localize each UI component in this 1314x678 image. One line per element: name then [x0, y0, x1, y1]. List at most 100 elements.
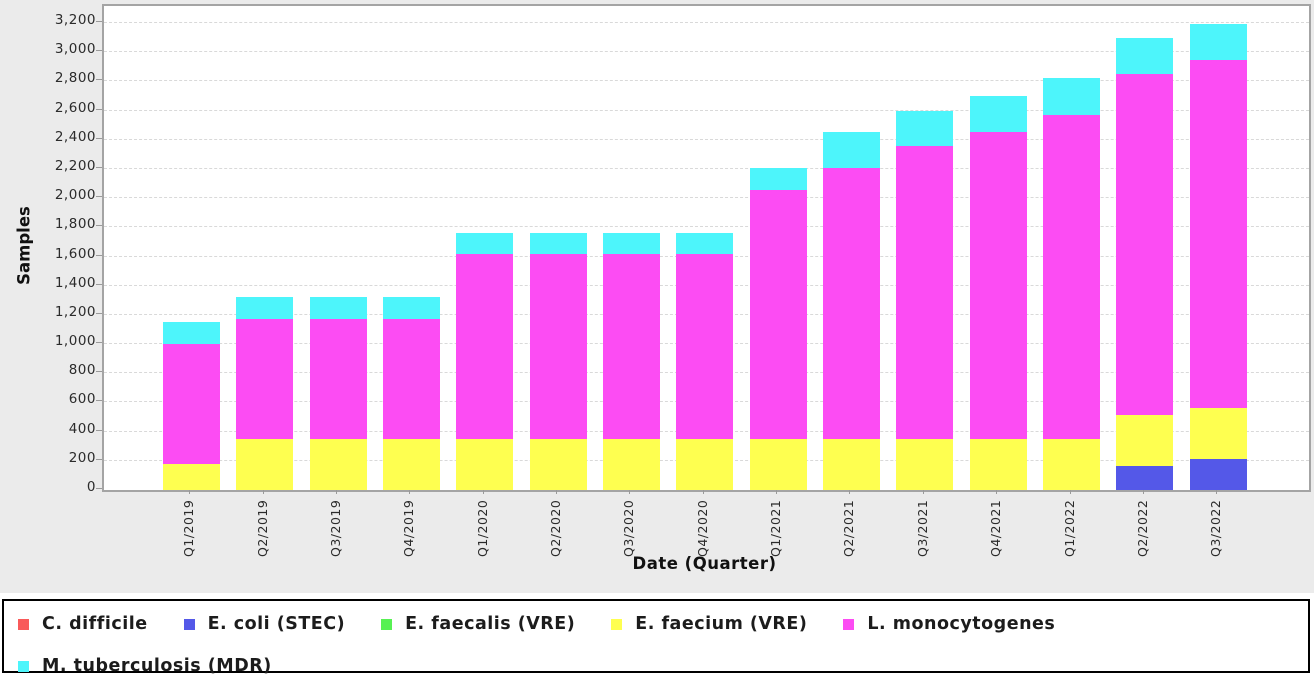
bar-segment[interactable] [1116, 414, 1174, 466]
x-tick-mark [1142, 490, 1144, 494]
bar-segment[interactable] [1043, 438, 1100, 490]
gridline [104, 138, 1309, 140]
y-tick-label: 1,200 [54, 303, 96, 320]
bar-segment[interactable] [309, 297, 367, 319]
x-tick-label: Q3/2022 [1208, 499, 1224, 557]
bar-segment[interactable] [236, 438, 294, 490]
x-tick-label: Q4/2021 [988, 499, 1004, 557]
x-tick-mark [629, 490, 631, 494]
legend-item[interactable]: L. monocytogenes [843, 612, 1055, 636]
x-tick-mark [336, 490, 337, 494]
bar-segment[interactable] [749, 438, 807, 490]
bar-segment[interactable] [529, 254, 587, 439]
bar-segment[interactable] [529, 438, 587, 490]
gridline [104, 109, 1309, 111]
x-tick-label: Q1/2020 [474, 499, 490, 557]
x-tick-mark [189, 490, 191, 494]
x-tick-label: Q1/2019 [181, 499, 197, 557]
bar-segment[interactable] [382, 297, 440, 319]
bar-segment[interactable] [309, 438, 367, 490]
bar-segment[interactable] [529, 233, 587, 255]
bar-segment[interactable] [676, 438, 734, 490]
bar-segment[interactable] [1043, 114, 1100, 439]
legend-swatch-icon [183, 618, 195, 630]
bar-segment[interactable] [969, 95, 1027, 132]
bar-segment[interactable] [822, 132, 880, 169]
bar-segment[interactable] [382, 438, 440, 490]
y-tick-label: 1,800 [54, 216, 96, 233]
bar-segment[interactable] [1043, 78, 1100, 115]
x-tick-mark [849, 490, 851, 494]
y-tick-label: 2,200 [54, 157, 96, 174]
bar-segment[interactable] [1116, 37, 1174, 75]
y-tick-mark [96, 137, 102, 139]
legend-item[interactable]: C. difficile [18, 612, 148, 636]
bar-segment[interactable] [969, 131, 1027, 439]
bar-segment[interactable] [1189, 60, 1247, 408]
bar-segment[interactable] [236, 318, 294, 439]
y-tick-label: 0 [86, 479, 96, 495]
legend-item[interactable]: E. faecalis (VRE) [381, 612, 575, 636]
y-tick-mark [96, 458, 102, 460]
x-tick-label: Q3/2020 [621, 499, 637, 557]
x-tick-label: Q2/2021 [841, 499, 857, 557]
x-tick-mark [556, 490, 558, 494]
y-tick-mark [96, 79, 102, 81]
y-tick-label: 1,400 [54, 274, 96, 291]
legend-item[interactable]: E. coli (STEC) [183, 612, 346, 636]
y-tick-label: 200 [68, 449, 96, 466]
bar-segment[interactable] [602, 233, 660, 255]
bar-segment[interactable] [456, 254, 514, 439]
legend-swatch-icon [18, 660, 29, 672]
x-tick-label: Q1/2021 [768, 499, 784, 557]
bar-segment[interactable] [822, 438, 880, 490]
x-tick-label: Q3/2019 [328, 499, 343, 557]
bar-segment[interactable] [602, 438, 660, 490]
legend-label: C. difficile [42, 614, 148, 634]
bar-segment[interactable] [162, 344, 220, 465]
bar-segment[interactable] [456, 233, 514, 255]
y-tick-mark [96, 400, 102, 402]
y-tick-mark [96, 342, 102, 344]
y-tick-label: 2,400 [54, 128, 96, 145]
x-axis-title: Date (Quarter) [632, 554, 777, 573]
plot-area [102, 4, 1311, 492]
legend-item[interactable]: E. faecium (VRE) [611, 612, 807, 636]
y-tick-mark [96, 166, 102, 168]
legend-label: E. coli (STEC) [207, 614, 346, 634]
y-tick-mark [96, 254, 102, 256]
x-tick-mark [922, 490, 924, 494]
bar-segment[interactable] [236, 297, 294, 319]
y-tick-mark [96, 50, 102, 52]
bar-segment[interactable] [969, 438, 1027, 490]
x-tick-mark [409, 490, 411, 494]
bar-segment[interactable] [1116, 74, 1174, 415]
bar-segment[interactable] [822, 168, 880, 439]
gridline [104, 22, 1309, 23]
legend-item[interactable]: M. tuberculosis (MDR) [18, 654, 272, 678]
x-tick-mark [262, 490, 264, 494]
bar-segment[interactable] [676, 233, 734, 255]
bar-segment[interactable] [309, 318, 367, 439]
bar-segment[interactable] [162, 464, 220, 490]
y-tick-label: 3,200 [54, 12, 96, 28]
bar-segment[interactable] [382, 318, 440, 439]
bar-segment[interactable] [1189, 23, 1247, 61]
gridline [104, 167, 1309, 169]
bar-segment[interactable] [162, 322, 220, 345]
bar-segment[interactable] [896, 146, 954, 439]
bar-segment[interactable] [602, 254, 660, 439]
x-tick-mark [1069, 490, 1071, 494]
bar-segment[interactable] [456, 438, 514, 490]
bar-segment[interactable] [896, 438, 954, 490]
bar-segment[interactable] [749, 190, 807, 439]
y-tick-mark [96, 108, 102, 110]
x-tick-label: Q3/2021 [914, 499, 930, 557]
bar-segment[interactable] [1189, 407, 1247, 459]
bar-segment[interactable] [896, 110, 954, 147]
bar-segment[interactable] [749, 168, 807, 191]
bar-segment[interactable] [1189, 458, 1247, 490]
bar-segment[interactable] [676, 254, 734, 439]
bar-segment[interactable] [1116, 465, 1174, 490]
y-tick-mark [96, 225, 102, 227]
